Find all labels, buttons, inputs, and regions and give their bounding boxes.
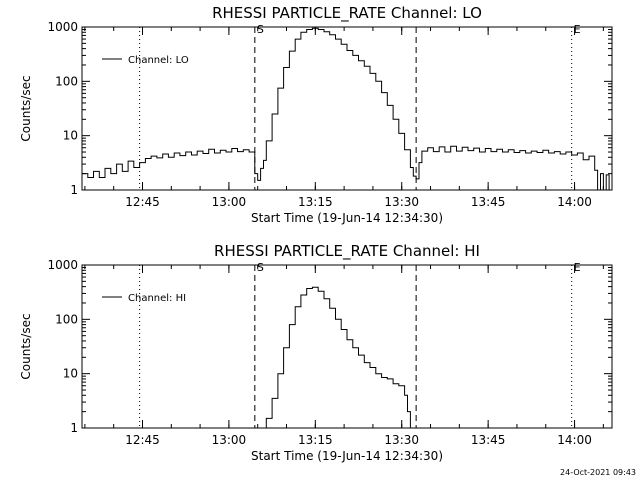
y-tick-label: 10 (63, 367, 78, 381)
time-marker-label: S (257, 261, 264, 274)
x-tick-label: 13:45 (471, 433, 506, 447)
y-axis-label: Counts/sec (19, 313, 33, 379)
x-tick-label: 13:15 (298, 433, 333, 447)
series-line (263, 286, 411, 429)
time-marker-label: S (257, 23, 264, 36)
y-tick-label: 10 (63, 129, 78, 143)
chart-panel-1: RHESSI PARTICLE_RATE Channel: LOS E 1 10 100… (19, 4, 613, 225)
x-tick-label: 13:45 (471, 195, 506, 209)
x-tick-label: 13:30 (384, 433, 419, 447)
y-tick-label: 1000 (47, 20, 78, 34)
plot-frame (81, 264, 613, 429)
time-marker-label: E (574, 261, 581, 274)
x-tick-label: 13:30 (384, 195, 419, 209)
x-axis-label: Start Time (19-Jun-14 12:34:30) (251, 449, 443, 463)
x-tick-label: 13:00 (212, 195, 247, 209)
timestamp: 24-Oct-2021 09:43 (560, 468, 636, 477)
legend-label: Channel: HI (128, 293, 186, 304)
x-tick-label: 13:15 (298, 195, 333, 209)
x-tick-label: 12:45 (125, 433, 160, 447)
chart-title: RHESSI PARTICLE_RATE Channel: HI (214, 242, 480, 261)
legend-label: Channel: LO (128, 55, 189, 66)
x-tick-label: 14:00 (557, 433, 592, 447)
plot-frame (81, 26, 613, 191)
legend: Channel: LO (102, 55, 189, 66)
x-tick-label: 14:00 (557, 195, 592, 209)
y-axis-label: Counts/sec (19, 75, 33, 141)
legend: Channel: HI (102, 293, 186, 304)
x-axis-label: Start Time (19-Jun-14 12:34:30) (251, 211, 443, 225)
y-tick-label: 1 (70, 421, 78, 435)
y-tick-label: 100 (55, 74, 78, 88)
chart-panel-2: RHESSI PARTICLE_RATE Channel: HIS E 1 10 100… (19, 242, 613, 463)
series-line (82, 27, 613, 191)
x-tick-label: 13:00 (212, 433, 247, 447)
chart-title: RHESSI PARTICLE_RATE Channel: LO (212, 4, 482, 23)
y-tick-label: 1000 (47, 258, 78, 272)
y-tick-label: 1 (70, 183, 78, 197)
x-tick-label: 12:45 (125, 195, 160, 209)
y-tick-label: 100 (55, 312, 78, 326)
time-marker-label: E (574, 23, 581, 36)
